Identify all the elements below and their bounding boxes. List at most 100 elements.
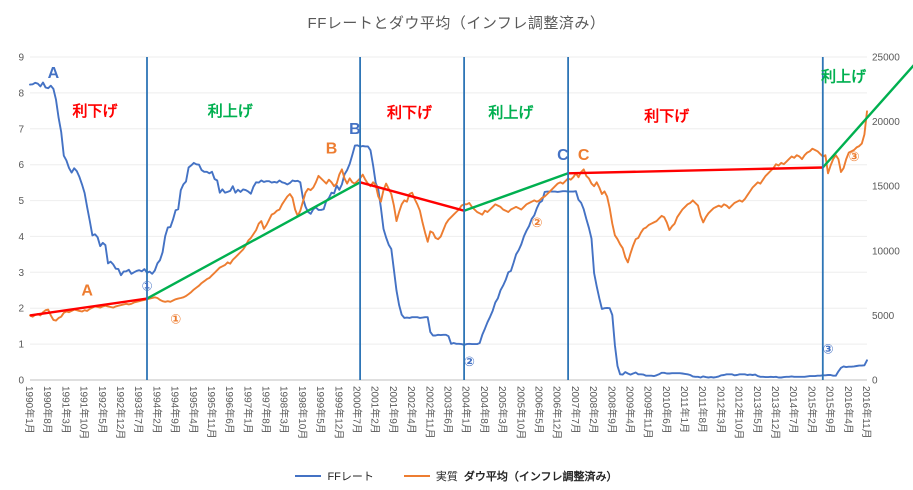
trend-line-segment: [821, 64, 913, 169]
annotation-B-ff: B: [349, 121, 361, 138]
trend-line-segment: [29, 297, 148, 317]
x-axis-tick-label: 1996年6月: [223, 386, 236, 434]
x-axis-tick-label: 2002年4月: [405, 386, 418, 434]
x-axis-tick-label: 1994年9月: [169, 386, 182, 434]
x-axis-tick-label: 1991年10月: [78, 386, 91, 439]
annotation-C-ff: C: [557, 147, 569, 164]
y-axis-left-tick-label: 5: [18, 196, 24, 207]
x-axis-tick-label: 2012年3月: [714, 386, 727, 434]
x-axis-tick-label: 2003年6月: [442, 386, 455, 434]
y-axis-left-tick-label: 2: [18, 304, 24, 315]
trend-line-segment: [568, 166, 823, 175]
y-axis-left-tick-label: 3: [18, 268, 24, 279]
legend-swatch-ff-rate: [295, 474, 322, 478]
x-axis-tick-label: 2001年2月: [369, 386, 382, 434]
x-axis-tick-label: 1990年8月: [41, 386, 54, 434]
x-axis-tick-label: 2005年10月: [514, 386, 527, 439]
x-axis-tick-label: 1998年3月: [278, 386, 291, 434]
y-axis-left-tick-label: 8: [18, 88, 24, 99]
legend-label-dow-prefix: 実質: [435, 471, 458, 483]
x-axis-tick-label: 2007年7月: [569, 386, 582, 434]
trend-line-segment: [359, 181, 465, 212]
annotation-B-dow: B: [326, 141, 338, 158]
x-axis-tick-label: 1990年1月: [23, 386, 36, 434]
x-axis-tick-label: 1998年10月: [296, 386, 309, 439]
x-axis-tick-label: 1992年12月: [114, 386, 127, 439]
y-axis-left-tick-label: 9: [18, 53, 24, 64]
x-axis-tick-label: 2012年10月: [733, 386, 746, 439]
y-axis-left-tick-label: 6: [18, 160, 24, 171]
x-axis-tick-label: 2015年2月: [805, 386, 818, 434]
annotation-3-ff: ③: [822, 341, 833, 356]
x-axis-tick-label: 2010年6月: [660, 386, 673, 434]
legend-label-ff-rate: FFレート: [327, 471, 374, 483]
y-axis-right-tick-label: 0: [872, 376, 878, 387]
ff-rate-line: [29, 81, 868, 379]
x-axis-tick-label: 1999年5月: [314, 386, 327, 434]
annotation-1-ff: ①: [141, 279, 152, 294]
x-axis-tick-label: 1994年2月: [150, 386, 163, 434]
x-axis-tick-label: 1995年4月: [187, 386, 200, 434]
y-axis-left-tick-label: 4: [18, 232, 24, 243]
x-axis-tick-label: 2015年9月: [824, 386, 837, 434]
x-axis-tick-label: 1999年12月: [332, 386, 345, 439]
x-axis-tick-label: 2001年9月: [387, 386, 400, 434]
trend-line-segment: [463, 172, 569, 212]
y-axis-right-tick-label: 20000: [872, 117, 900, 128]
x-axis-tick-label: 2000年7月: [351, 386, 364, 434]
phase-label: 利下げ: [644, 107, 690, 125]
x-axis-tick-label: 2011年1月: [678, 386, 691, 433]
y-axis-right-tick-label: 15000: [872, 182, 900, 193]
x-axis-tick-label: 2005年3月: [496, 386, 509, 434]
y-axis-left-tick-label: 7: [18, 124, 24, 135]
phase-label: 利上げ: [821, 68, 867, 86]
x-axis-tick-label: 1993年7月: [132, 386, 145, 434]
y-axis-left-tick-label: 0: [18, 376, 24, 387]
x-axis-tick-label: 2016年4月: [842, 386, 855, 434]
legend-label-dow: ダウ平均（インフレ調整済み）: [463, 471, 618, 483]
y-axis-left-tick-label: 1: [18, 340, 24, 351]
x-axis-tick-label: 1991年3月: [59, 386, 72, 434]
x-axis-tick-label: 2011年8月: [696, 386, 709, 433]
x-axis-tick-label: 1995年11月: [205, 386, 218, 439]
x-axis-tick-label: 2009年11月: [642, 386, 655, 439]
x-axis-tick-label: 1997年8月: [260, 386, 273, 434]
annotation-2-dow: ②: [531, 215, 542, 230]
annotation-A-ff: A: [48, 65, 60, 82]
x-axis-tick-label: 2016年11月: [860, 386, 873, 439]
x-axis-tick-label: 2013年12月: [769, 386, 782, 439]
phase-label: 利下げ: [387, 104, 433, 122]
legend-item-dow[interactable]: 実質 ダウ平均（インフレ調整済み）: [403, 468, 618, 484]
chart-title: FFレートとダウ平均（インフレ調整済み）: [307, 15, 606, 32]
x-axis-tick-label: 2014年7月: [787, 386, 800, 434]
trend-line-segment: [146, 181, 361, 300]
y-axis-right-tick-label: 5000: [872, 311, 895, 322]
annotation-A-dow: A: [81, 282, 93, 299]
y-axis-right-tick-label: 10000: [872, 246, 900, 257]
x-axis-tick-label: 1992年5月: [96, 386, 109, 434]
x-axis-tick-label: 2013年5月: [751, 386, 764, 434]
legend-item-ff-rate[interactable]: FFレート: [295, 468, 374, 484]
annotation-3-dow: ③: [848, 149, 859, 164]
y-axis-right-tick-label: 25000: [872, 53, 900, 64]
legend: FFレート 実質 ダウ平均（インフレ調整済み）: [0, 468, 913, 484]
x-axis-tick-label: 2006年5月: [533, 386, 546, 434]
annotation-1-dow: ①: [170, 311, 181, 326]
x-axis-tick-label: 2008年2月: [587, 386, 600, 434]
dow-real-line: [29, 110, 868, 322]
annotation-C-dow: C: [578, 147, 590, 164]
phase-label: 利上げ: [488, 104, 534, 122]
x-axis-tick-label: 2006年12月: [551, 386, 564, 439]
x-axis-tick-label: 2004年8月: [478, 386, 491, 434]
x-axis-tick-label: 2004年1月: [460, 386, 473, 434]
phase-label: 利上げ: [208, 102, 254, 120]
x-axis-tick-label: 2009年4月: [624, 386, 637, 434]
legend-swatch-dow: [403, 474, 430, 478]
x-axis-tick-label: 2008年9月: [605, 386, 618, 434]
annotation-2-ff: ②: [464, 354, 475, 369]
x-axis-tick-label: 2002年11月: [423, 386, 436, 439]
plot-area[interactable]: 0 1 2 3 4 5 6 7 8 9 0 5000 10000 15000 20000 25000 1990年…: [0, 0, 913, 460]
x-axis-tick-label: 1997年1月: [241, 386, 254, 434]
phase-label: 利下げ: [72, 102, 118, 120]
